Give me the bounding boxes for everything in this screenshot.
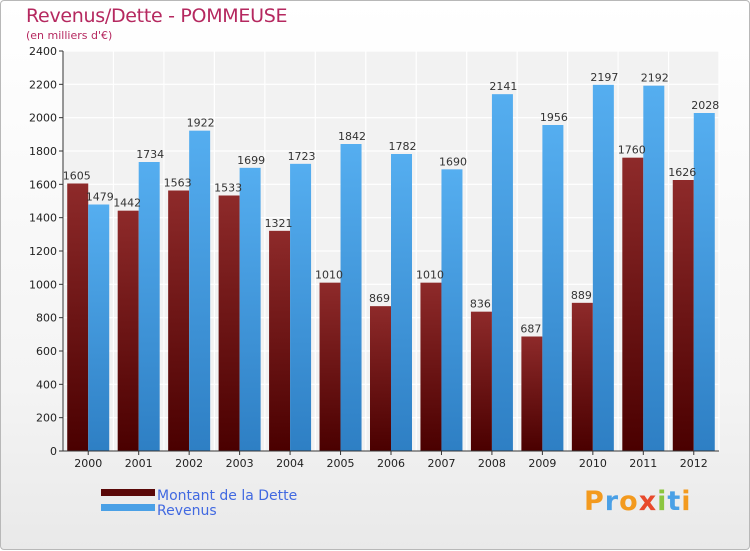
data-label-dette: 1605 xyxy=(63,170,91,183)
legend-label-revenus: Revenus xyxy=(157,503,217,519)
data-label-dette: 889 xyxy=(571,289,592,302)
chart-subtitle: (en milliers d'€) xyxy=(26,29,113,42)
data-label-revenus: 1782 xyxy=(389,140,417,153)
bar-dette xyxy=(370,306,391,451)
bar-revenus xyxy=(693,113,715,451)
data-label-dette: 1533 xyxy=(214,182,242,195)
bar-dette xyxy=(117,210,139,451)
x-tick-label: 2011 xyxy=(629,457,657,470)
bar-dette xyxy=(672,180,694,451)
data-label-dette: 869 xyxy=(369,292,390,305)
data-label-revenus: 1842 xyxy=(338,130,366,143)
x-tick-label: 2000 xyxy=(74,457,102,470)
y-tick-label: 1600 xyxy=(29,178,57,191)
x-tick-label: 2004 xyxy=(276,457,304,470)
data-label-revenus: 1699 xyxy=(237,154,265,167)
data-label-revenus: 1479 xyxy=(86,191,114,204)
x-tick-label: 2003 xyxy=(226,457,254,470)
data-label-dette: 1010 xyxy=(315,269,343,282)
data-label-revenus: 2141 xyxy=(489,80,517,93)
bar-dette xyxy=(218,195,240,451)
y-tick-label: 2000 xyxy=(29,112,57,125)
y-tick-label: 1200 xyxy=(29,245,57,258)
y-tick-label: 0 xyxy=(50,445,57,458)
x-tick-label: 2001 xyxy=(125,457,153,470)
y-tick-label: 1800 xyxy=(29,145,57,158)
x-tick-label: 2010 xyxy=(579,457,607,470)
data-label-dette: 1010 xyxy=(416,269,444,282)
legend-label-dette: Montant de la Dette xyxy=(157,488,297,504)
data-label-dette: 1563 xyxy=(164,177,192,190)
bar-revenus xyxy=(592,84,614,451)
bar-dette xyxy=(622,157,644,451)
x-tick-label: 2007 xyxy=(427,457,455,470)
y-tick-label: 1400 xyxy=(29,212,57,225)
data-label-revenus: 1956 xyxy=(540,111,568,124)
y-tick-label: 800 xyxy=(36,312,57,325)
bar-dette xyxy=(269,230,291,451)
x-tick-label: 2009 xyxy=(528,457,556,470)
proxiti-logo: Proxiti xyxy=(584,486,692,517)
bar-revenus xyxy=(88,204,110,451)
x-tick-label: 2005 xyxy=(327,457,355,470)
bar-dette xyxy=(571,302,593,451)
y-tick-label: 2400 xyxy=(29,45,57,58)
bar-revenus xyxy=(340,144,362,451)
legend-swatch-revenus xyxy=(101,504,155,511)
data-label-dette: 1626 xyxy=(668,166,696,179)
data-label-dette: 1760 xyxy=(618,144,646,157)
bar-dette xyxy=(319,282,341,451)
legend-swatch-dette xyxy=(101,489,155,496)
data-label-revenus: 2028 xyxy=(691,99,719,112)
data-label-dette: 836 xyxy=(470,298,491,311)
bar-dette xyxy=(168,190,190,451)
y-tick-label: 200 xyxy=(36,412,57,425)
bar-dette xyxy=(67,183,89,451)
bar-revenus xyxy=(491,94,513,452)
data-label-revenus: 2197 xyxy=(590,71,618,84)
bar-revenus xyxy=(189,130,211,451)
y-tick-label: 2200 xyxy=(29,78,57,91)
data-label-revenus: 1690 xyxy=(439,155,467,168)
y-tick-label: 1000 xyxy=(29,278,57,291)
bar-revenus xyxy=(391,154,412,451)
bar-dette xyxy=(470,311,492,451)
bar-dette xyxy=(420,282,442,451)
y-tick-label: 600 xyxy=(36,345,57,358)
bar-revenus xyxy=(441,169,463,452)
data-label-dette: 687 xyxy=(520,323,541,336)
bar-revenus xyxy=(290,163,312,452)
x-tick-label: 2002 xyxy=(175,457,203,470)
chart-title: Revenus/Dette - POMMEUSE xyxy=(26,5,288,27)
bar-revenus xyxy=(239,167,261,452)
data-label-revenus: 1734 xyxy=(136,148,164,161)
bar-dette xyxy=(521,336,543,451)
y-tick-label: 400 xyxy=(36,378,57,391)
data-label-dette: 1442 xyxy=(113,197,141,210)
x-tick-label: 2008 xyxy=(478,457,506,470)
x-tick-label: 2006 xyxy=(377,457,405,470)
bar-revenus xyxy=(643,85,665,452)
data-label-revenus: 2192 xyxy=(641,72,669,85)
bar-revenus xyxy=(542,125,564,451)
x-tick-label: 2012 xyxy=(680,457,708,470)
bar-revenus xyxy=(138,162,160,451)
data-label-revenus: 1922 xyxy=(187,117,215,130)
data-label-revenus: 1723 xyxy=(288,150,316,163)
data-label-dette: 1321 xyxy=(265,217,293,230)
